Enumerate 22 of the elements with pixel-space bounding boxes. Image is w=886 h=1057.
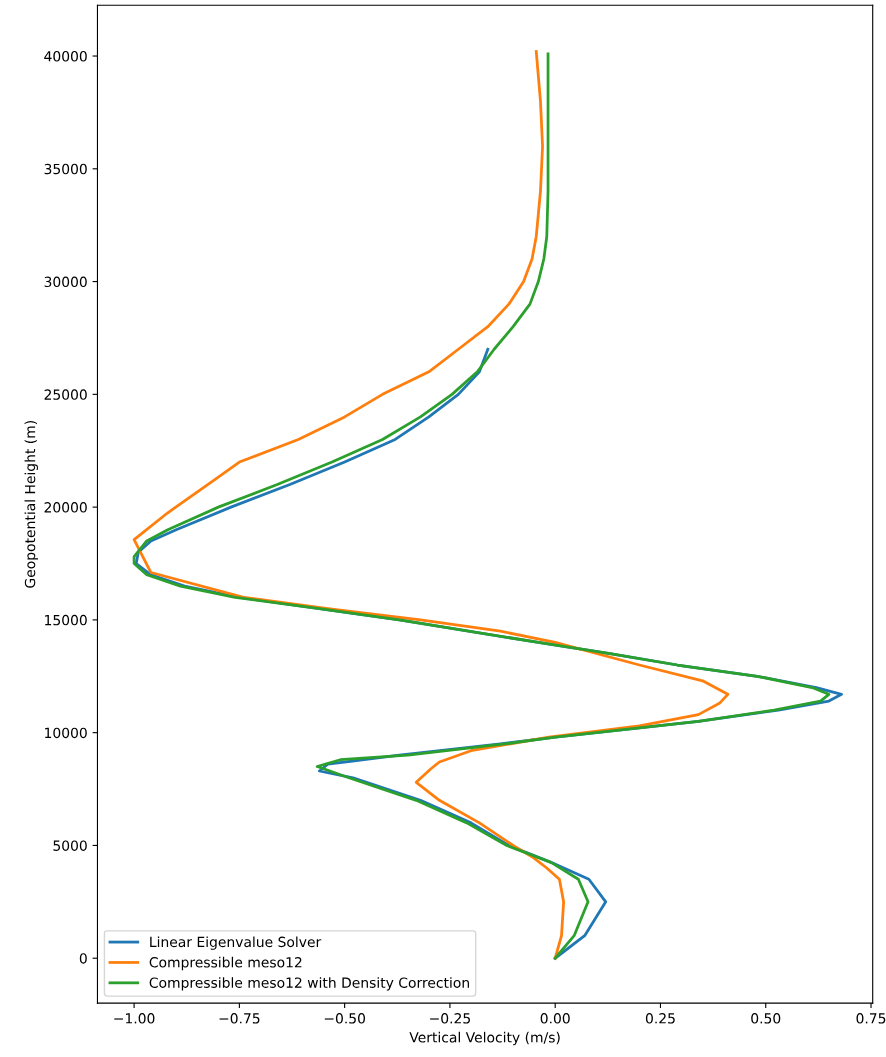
- x-tick-label: 0.75: [856, 1013, 886, 1024]
- x-tick-label: 0.25: [645, 1013, 675, 1024]
- y-tick-label: 25000: [44, 389, 87, 400]
- legend-label: Linear Eigenvalue Solver: [150, 936, 322, 950]
- y-axis-title: Geopotential Height (m): [24, 421, 38, 588]
- x-tick-label: 0.50: [751, 1013, 781, 1024]
- x-tick-label: −1.00: [114, 1013, 155, 1024]
- x-tick-label: −0.50: [324, 1013, 366, 1024]
- y-tick-label: 10000: [45, 727, 87, 739]
- x-tick-label: 0.00: [540, 1013, 570, 1024]
- y-tick-label: 30000: [44, 276, 87, 288]
- x-axis-title: Vertical Velocity (m/s): [409, 1031, 560, 1046]
- x-tick-label: −0.25: [430, 1013, 470, 1024]
- y-tick-label: 15000: [45, 614, 87, 626]
- legend-label: Compressible meso12: [149, 956, 302, 971]
- y-tick-label: 20000: [44, 502, 87, 513]
- y-tick-label: 35000: [44, 163, 87, 175]
- x-tick-label: −0.75: [219, 1013, 260, 1024]
- legend-label: Compressible meso12 with Density Correction: [149, 977, 469, 991]
- y-tick-label: 5000: [53, 840, 87, 851]
- y-tick-label: 0: [79, 953, 87, 964]
- y-tick-label: 40000: [44, 51, 87, 62]
